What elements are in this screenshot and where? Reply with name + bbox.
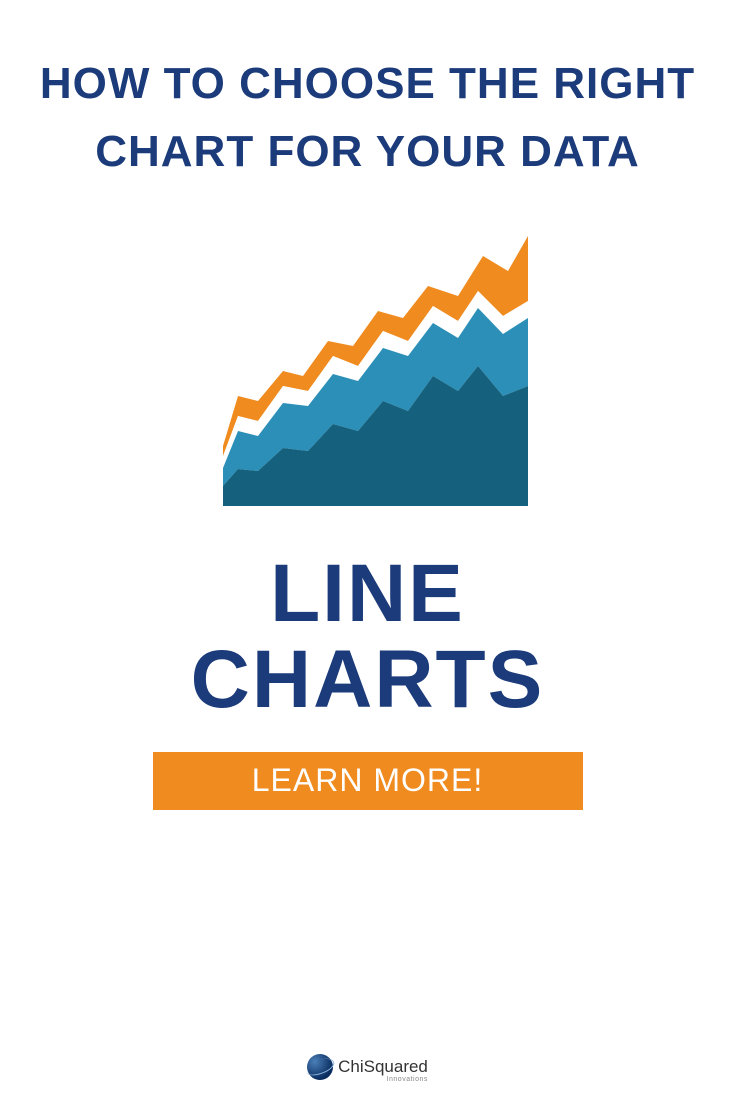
page-title: HOW TO CHOOSE THE RIGHT CHART FOR YOUR D… — [0, 50, 735, 186]
learn-more-button[interactable]: LEARN MORE! — [153, 752, 583, 810]
chart-svg — [203, 226, 533, 506]
logo-text: ChiSquared Innovations — [338, 1057, 428, 1077]
subtitle: LINECHARTS — [191, 551, 545, 723]
logo: ChiSquared Innovations — [307, 1054, 428, 1080]
globe-icon — [307, 1054, 333, 1080]
area-chart-illustration — [203, 226, 533, 506]
